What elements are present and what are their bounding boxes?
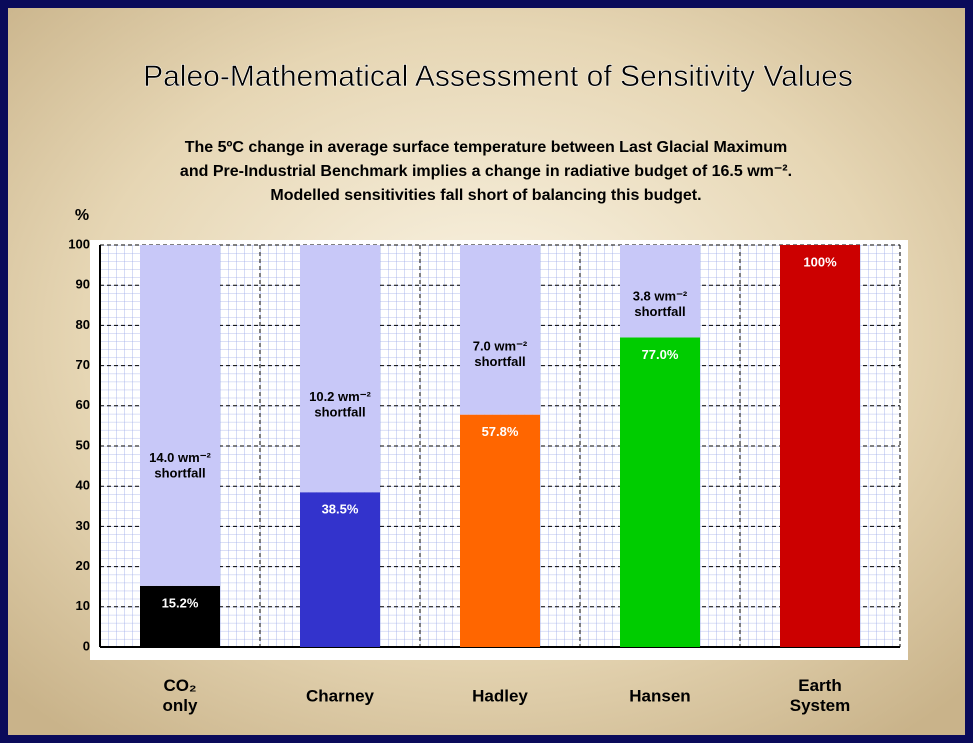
- y-tick-label: 70: [76, 357, 90, 372]
- bar-segment: [140, 245, 220, 586]
- chart-title: Paleo-Mathematical Assessment of Sensiti…: [143, 60, 853, 93]
- annotation: 7.0 wm⁻² shortfall: [473, 339, 528, 370]
- x-tick-label: Hansen: [629, 686, 690, 705]
- bar-segment: [620, 245, 700, 338]
- bar-segment: [300, 492, 380, 647]
- annotation: 10.2 wm⁻² shortfall: [309, 389, 371, 420]
- x-tick-label: Hadley: [472, 686, 528, 705]
- y-tick-label: 100: [68, 236, 90, 251]
- y-tick-label: 30: [76, 518, 90, 533]
- y-tick-label: 0: [83, 638, 90, 653]
- value-label: 77.0%: [642, 347, 679, 362]
- y-tick-label: 20: [76, 558, 90, 573]
- x-tick-label: Earth System: [790, 676, 850, 715]
- subtitle: Modelled sensitivities fall short of bal…: [270, 187, 701, 204]
- x-tick-label: CO₂ only: [163, 676, 198, 715]
- value-label: 38.5%: [322, 502, 359, 517]
- subtitle: The 5ºC change in average surface temper…: [185, 139, 788, 156]
- value-label: 100%: [803, 254, 837, 269]
- value-label: 15.2%: [162, 595, 199, 610]
- value-label: 57.8%: [482, 424, 519, 439]
- y-axis-label: %: [75, 207, 89, 224]
- y-tick-label: 90: [76, 277, 90, 292]
- bar-segment: [620, 337, 700, 647]
- y-tick-label: 10: [76, 598, 90, 613]
- y-tick-label: 50: [76, 437, 90, 452]
- bar-segment: [780, 245, 860, 647]
- x-tick-label: Charney: [306, 686, 375, 705]
- annotation: 14.0 wm⁻² shortfall: [149, 450, 211, 481]
- y-tick-label: 40: [76, 478, 90, 493]
- bar-segment: [140, 585, 220, 647]
- annotation: 3.8 wm⁻² shortfall: [633, 289, 688, 320]
- subtitle: and Pre-Industrial Benchmark implies a c…: [180, 163, 792, 180]
- bar-segment: [300, 245, 380, 493]
- category-dividers: [259, 245, 901, 647]
- bar-segment: [460, 245, 540, 415]
- y-tick-label: 60: [76, 397, 90, 412]
- y-tick-label: 80: [76, 317, 90, 332]
- bar-segment: [460, 414, 540, 647]
